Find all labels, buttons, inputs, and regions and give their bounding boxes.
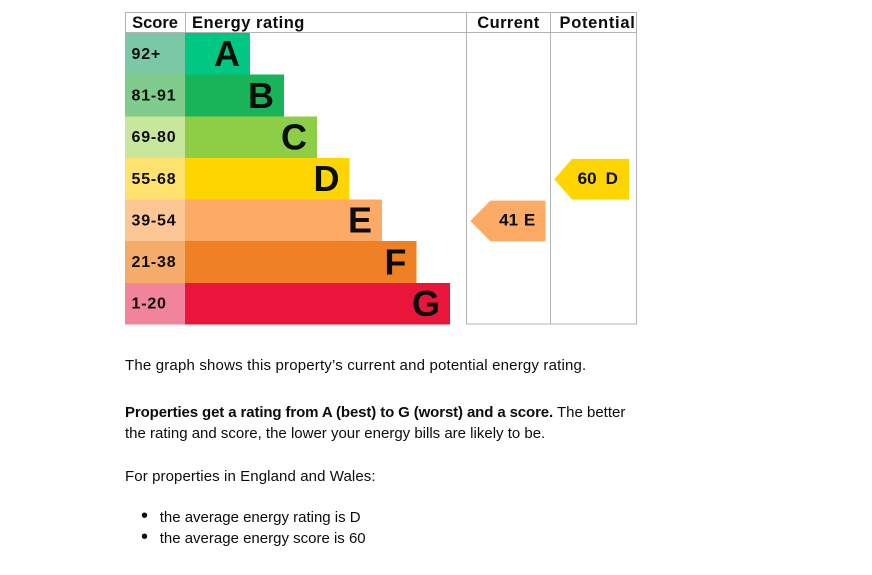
svg-text:B: B	[248, 75, 274, 116]
svg-text:A: A	[214, 33, 240, 74]
svg-text:E: E	[524, 211, 535, 230]
svg-text:Current: Current	[477, 14, 539, 32]
svg-text:D: D	[314, 158, 340, 199]
svg-text:Energy rating: Energy rating	[192, 14, 305, 32]
svg-text:92+: 92+	[132, 46, 162, 63]
svg-text:C: C	[281, 116, 307, 157]
svg-text:41: 41	[499, 211, 518, 230]
svg-text:Potential: Potential	[560, 14, 636, 32]
svg-text:69-80: 69-80	[132, 129, 177, 146]
svg-text:F: F	[385, 241, 407, 282]
svg-text:60: 60	[578, 169, 597, 188]
svg-text:21-38: 21-38	[132, 254, 177, 271]
svg-text:G: G	[412, 283, 440, 324]
svg-text:E: E	[348, 200, 372, 241]
svg-text:1-20: 1-20	[132, 296, 167, 313]
svg-text:55-68: 55-68	[132, 171, 177, 188]
svg-text:D: D	[606, 169, 618, 188]
svg-text:Score: Score	[132, 14, 178, 32]
svg-text:81-91: 81-91	[132, 87, 177, 104]
svg-text:39-54: 39-54	[132, 212, 177, 229]
